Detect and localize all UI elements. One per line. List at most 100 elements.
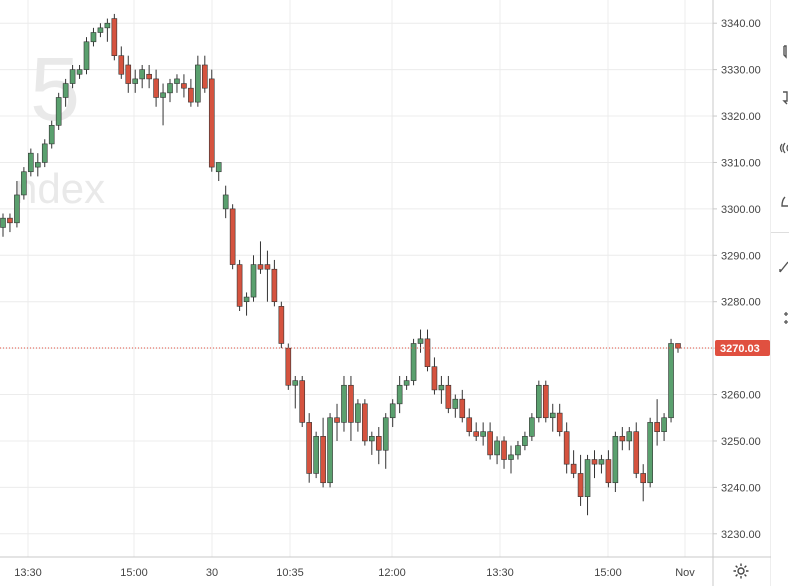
candle[interactable]: [480, 422, 486, 446]
candle[interactable]: [341, 375, 347, 432]
candle[interactable]: [619, 427, 626, 451]
candle[interactable]: [320, 417, 326, 488]
candle[interactable]: [174, 74, 180, 93]
candle[interactable]: [195, 55, 201, 107]
candle[interactable]: [167, 78, 173, 103]
candle[interactable]: [146, 64, 152, 89]
candle[interactable]: [313, 431, 319, 479]
candle[interactable]: [118, 46, 125, 79]
candle[interactable]: [466, 408, 473, 437]
candle[interactable]: [236, 259, 243, 311]
candle[interactable]: [515, 440, 521, 460]
candle[interactable]: [222, 185, 229, 219]
gear-icon[interactable]: [732, 562, 750, 580]
broadcast-icon[interactable]: [774, 140, 788, 156]
candle[interactable]: [584, 454, 591, 516]
candle[interactable]: [76, 64, 83, 79]
candles[interactable]: [0, 13, 681, 516]
candle[interactable]: [487, 422, 493, 460]
candle[interactable]: [542, 380, 549, 423]
candle[interactable]: [403, 375, 410, 390]
candle[interactable]: [243, 292, 250, 316]
candle[interactable]: [14, 181, 20, 228]
candle[interactable]: [417, 329, 424, 353]
candle[interactable]: [661, 413, 667, 441]
candle[interactable]: [208, 69, 215, 172]
candle[interactable]: [591, 450, 598, 479]
price-axis[interactable]: 3230.003240.003250.003260.003270.003280.…: [713, 18, 761, 541]
candle[interactable]: [529, 413, 535, 441]
candle[interactable]: [473, 422, 480, 441]
candle[interactable]: [271, 259, 278, 307]
candle[interactable]: [668, 338, 674, 423]
candle[interactable]: [7, 213, 13, 233]
candle[interactable]: [0, 213, 6, 237]
candle[interactable]: [626, 427, 633, 451]
candle[interactable]: [153, 69, 159, 107]
candle[interactable]: [570, 450, 577, 479]
candle[interactable]: [396, 375, 403, 414]
candle[interactable]: [125, 55, 132, 93]
candle[interactable]: [633, 422, 640, 479]
candle[interactable]: [48, 120, 55, 149]
candle[interactable]: [410, 338, 417, 386]
candle[interactable]: [389, 399, 396, 428]
candle[interactable]: [549, 403, 556, 432]
candle[interactable]: [612, 431, 619, 493]
candle[interactable]: [306, 413, 312, 483]
candle[interactable]: [605, 450, 612, 488]
candle[interactable]: [229, 204, 236, 270]
candle[interactable]: [536, 380, 542, 423]
candle[interactable]: [452, 394, 459, 418]
candle[interactable]: [334, 403, 340, 441]
candle[interactable]: [285, 343, 292, 390]
candle[interactable]: [431, 357, 438, 395]
candle[interactable]: [257, 241, 264, 274]
candle[interactable]: [188, 78, 194, 107]
expand-icon[interactable]: [774, 310, 788, 326]
candle[interactable]: [28, 148, 34, 177]
candle[interactable]: [647, 417, 653, 488]
candle[interactable]: [445, 375, 452, 414]
candle[interactable]: [97, 23, 104, 38]
candle[interactable]: [90, 27, 97, 47]
candle[interactable]: [69, 64, 76, 89]
candle[interactable]: [34, 153, 41, 177]
candle[interactable]: [264, 250, 271, 302]
candle[interactable]: [556, 403, 563, 437]
candle[interactable]: [62, 78, 69, 107]
candle[interactable]: [132, 69, 139, 93]
time-axis[interactable]: 13:30 15:00 30 10:35 12:00 13:30 15:00 Nov: [14, 567, 695, 579]
candle[interactable]: [104, 18, 111, 42]
candle[interactable]: [369, 431, 375, 455]
candle[interactable]: [375, 427, 382, 465]
candle[interactable]: [299, 375, 306, 428]
candle[interactable]: [382, 413, 389, 469]
candle[interactable]: [355, 399, 361, 432]
candle[interactable]: [327, 413, 333, 488]
flag-icon[interactable]: [774, 44, 788, 60]
candle[interactable]: [362, 399, 368, 446]
candle[interactable]: [424, 329, 431, 372]
candle[interactable]: [640, 464, 647, 502]
candle[interactable]: [459, 389, 466, 423]
candle[interactable]: [577, 454, 584, 506]
candle[interactable]: [55, 92, 62, 130]
pencil-icon[interactable]: [774, 258, 788, 274]
candle[interactable]: [83, 37, 90, 75]
candle[interactable]: [522, 431, 528, 451]
candle[interactable]: [181, 74, 187, 98]
candle[interactable]: [501, 436, 507, 469]
candle[interactable]: [598, 454, 605, 474]
candle[interactable]: [250, 255, 257, 302]
speech-bubble-icon[interactable]: [774, 90, 788, 106]
bell-icon[interactable]: [774, 194, 788, 210]
candle[interactable]: [494, 436, 500, 465]
candle[interactable]: [654, 399, 660, 446]
candle[interactable]: [201, 55, 208, 93]
candle[interactable]: [111, 13, 118, 61]
candle[interactable]: [563, 422, 570, 474]
candle[interactable]: [215, 162, 222, 182]
candle[interactable]: [292, 375, 299, 409]
